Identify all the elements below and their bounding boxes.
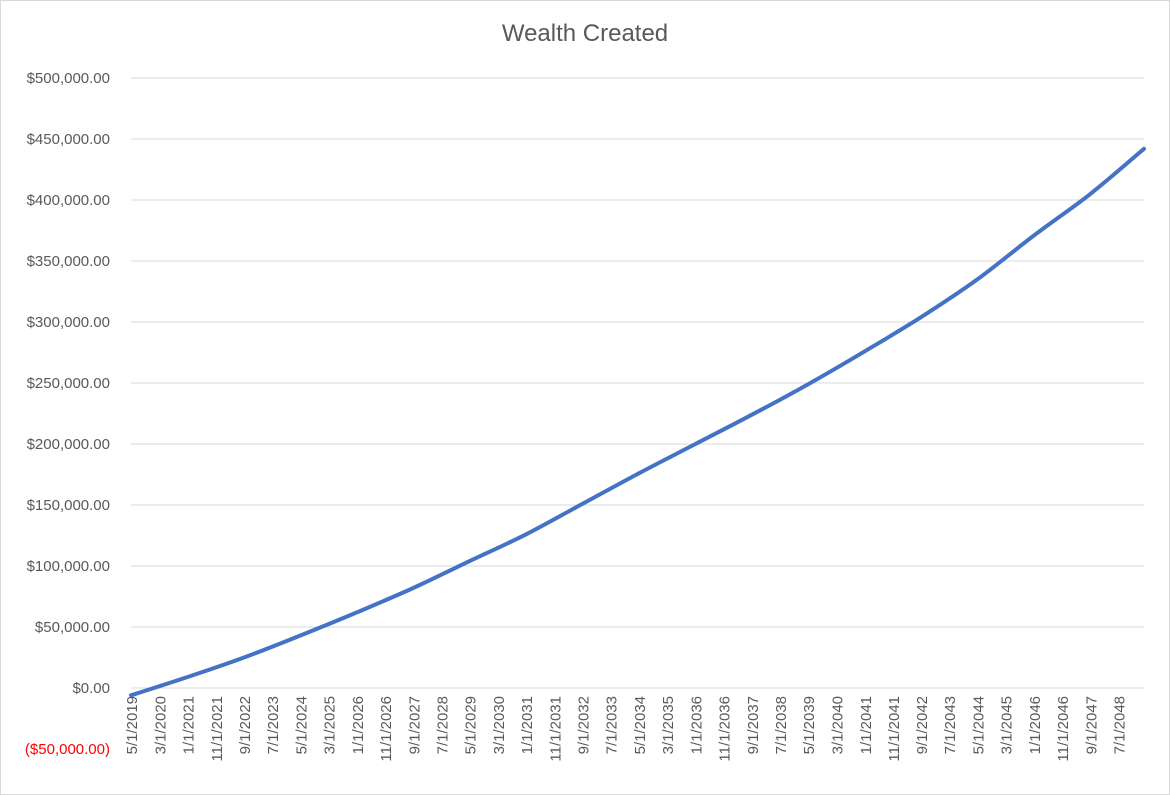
- x-tick-label: 5/1/2029: [463, 696, 480, 754]
- x-tick-label: 9/1/2047: [1083, 696, 1100, 754]
- y-tick-label: $450,000.00: [27, 131, 110, 148]
- x-tick-label: 5/1/2039: [801, 696, 818, 754]
- x-tick-label: 3/1/2030: [491, 696, 508, 754]
- x-tick-label: 7/1/2033: [604, 696, 621, 754]
- y-tick-label: $300,000.00: [27, 314, 110, 331]
- y-tick-label: $350,000.00: [27, 253, 110, 270]
- x-tick-label: 1/1/2036: [688, 696, 705, 754]
- x-tick-label: 11/1/2036: [717, 696, 734, 762]
- x-tick-label: 3/1/2025: [322, 696, 339, 754]
- x-axis-tick-labels: 5/1/2019 3/1/2020 1/1/2021 11/1/2021 9/1/202…: [124, 696, 1129, 762]
- series-lines: [129, 146, 1146, 698]
- x-tick-label: 5/1/2024: [293, 696, 310, 754]
- x-tick-label: 5/1/2044: [971, 696, 988, 754]
- x-tick-label: 1/1/2026: [350, 696, 367, 754]
- y-tick-label: $150,000.00: [27, 497, 110, 514]
- x-tick-label: 11/1/2031: [547, 696, 564, 762]
- x-tick-label: 9/1/2032: [576, 696, 593, 754]
- x-tick-label: 3/1/2045: [999, 696, 1016, 754]
- y-tick-label: $0.00: [72, 680, 110, 697]
- x-tick-label: 1/1/2041: [858, 696, 875, 754]
- x-tick-label: 5/1/2019: [124, 696, 141, 754]
- series-line: [129, 146, 1146, 698]
- x-tick-label: 3/1/2040: [829, 696, 846, 754]
- y-tick-label: $250,000.00: [27, 375, 110, 392]
- x-tick-label: 7/1/2028: [434, 696, 451, 754]
- x-tick-label: 11/1/2041: [886, 696, 903, 762]
- gridlines: [131, 77, 1144, 689]
- x-tick-label: 3/1/2020: [152, 696, 169, 754]
- x-tick-label: 9/1/2042: [914, 696, 931, 754]
- x-tick-label: 11/1/2021: [209, 696, 226, 762]
- y-tick-label: $200,000.00: [27, 436, 110, 453]
- x-tick-label: 9/1/2022: [237, 696, 254, 754]
- x-tick-label: 1/1/2021: [181, 696, 198, 754]
- y-tick-label: $400,000.00: [27, 192, 110, 209]
- y-axis-tick-labels: $500,000.00 $450,000.00 $400,000.00 $350,00…: [25, 70, 110, 758]
- x-tick-label: 7/1/2023: [265, 696, 282, 754]
- x-tick-label: 7/1/2048: [1112, 696, 1129, 754]
- x-tick-label: 3/1/2035: [660, 696, 677, 754]
- y-tick-label: ($50,000.00): [25, 741, 110, 758]
- y-tick-label: $100,000.00: [27, 558, 110, 575]
- x-tick-label: 7/1/2043: [942, 696, 959, 754]
- y-tick-label: $50,000.00: [35, 619, 110, 636]
- x-tick-label: 11/1/2046: [1055, 696, 1072, 762]
- x-tick-label: 1/1/2031: [519, 696, 536, 754]
- chart-title: Wealth Created: [501, 20, 669, 47]
- x-tick-label: 1/1/2046: [1027, 696, 1044, 754]
- x-tick-label: 7/1/2038: [773, 696, 790, 754]
- y-tick-label: $500,000.00: [27, 70, 110, 87]
- x-tick-label: 9/1/2027: [406, 696, 423, 754]
- x-tick-label: 5/1/2034: [632, 696, 649, 754]
- x-tick-label: 9/1/2037: [745, 696, 762, 754]
- x-tick-label: 11/1/2026: [378, 696, 395, 762]
